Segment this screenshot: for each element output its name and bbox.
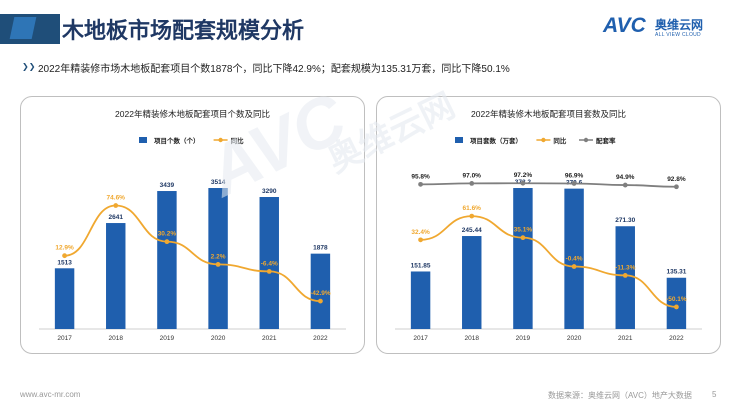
brand-logo: AVC 奥维云网 ALL VIEW CLOUD: [603, 14, 723, 44]
yoy-point: [674, 305, 679, 310]
yoy-label: 2.2%: [211, 253, 226, 260]
logo-en: ALL VIEW CLOUD: [655, 32, 701, 38]
bar-value-label: 3514: [211, 179, 226, 186]
rate-line: [421, 183, 677, 187]
legend-swatch-bar: [139, 137, 147, 143]
yoy-point: [216, 262, 221, 267]
rate-point: [623, 183, 628, 188]
yoy-label: -6.4%: [261, 260, 278, 267]
yoy-line: [65, 206, 321, 302]
rate-label: 97.2%: [514, 172, 533, 179]
page-title: 木地板市场配套规模分析: [62, 13, 304, 45]
legend-swatch-marker: [541, 138, 545, 142]
yoy-line: [421, 216, 677, 307]
yoy-point: [113, 203, 118, 208]
yoy-label: 12.9%: [55, 245, 74, 252]
yoy-point: [469, 214, 474, 219]
legend-entry: 同比: [231, 136, 245, 145]
yoy-point: [318, 299, 323, 304]
bar-value-label: 3290: [262, 188, 277, 195]
logo-brand: AVC: [603, 14, 646, 38]
rate-label: 97.0%: [463, 172, 482, 179]
double-chevron-right-icon: ❯❯: [22, 62, 35, 71]
bar: [462, 236, 481, 329]
footer-url: www.avc-mr.com: [20, 390, 80, 399]
bar: [667, 278, 686, 329]
yoy-label: -0.4%: [566, 256, 583, 263]
x-tick-label: 2020: [211, 335, 226, 342]
bar-value-label: 3439: [160, 182, 175, 189]
yoy-label: 30.2%: [158, 231, 177, 238]
bar: [157, 191, 176, 329]
bar-value-label: 151.85: [411, 262, 431, 269]
bar: [106, 223, 125, 329]
chart-title: 2022年精装修木地板配套项目个数及同比: [115, 109, 270, 119]
yoy-point: [418, 237, 423, 242]
x-tick-label: 2022: [669, 335, 684, 342]
bar: [55, 268, 74, 329]
legend-entry: 同比: [553, 136, 567, 145]
x-tick-label: 2019: [160, 335, 175, 342]
bar-value-label: 1878: [313, 245, 328, 252]
rate-label: 96.9%: [565, 172, 584, 179]
bar-value-label: 245.44: [462, 227, 482, 234]
bar: [513, 188, 532, 329]
legend-swatch-bar: [455, 137, 463, 143]
x-tick-label: 2021: [618, 335, 633, 342]
page-number: 5: [712, 390, 716, 399]
yoy-label: 32.4%: [411, 229, 430, 236]
bar-value-label: 271.30: [615, 217, 635, 224]
title-accent-icon: [10, 17, 37, 39]
yoy-label: -11.3%: [615, 264, 635, 271]
x-tick-label: 2019: [516, 335, 531, 342]
rate-point: [418, 182, 423, 187]
rate-point: [572, 181, 577, 186]
legend-swatch-marker: [218, 138, 222, 142]
legend-swatch-marker: [584, 138, 588, 142]
x-tick-label: 2017: [57, 335, 72, 342]
legend-entry: 项目个数（个）: [154, 136, 200, 145]
yoy-point: [623, 273, 628, 278]
x-tick-label: 2022: [313, 335, 328, 342]
chart-projects: 2022年精装修木地板配套项目个数及同比项目个数（个） 同比 1513 2017 264…: [21, 97, 364, 353]
yoy-point: [62, 253, 67, 258]
yoy-label: 35.1%: [514, 227, 533, 234]
x-tick-label: 2018: [465, 335, 480, 342]
bar-value-label: 1513: [57, 259, 72, 266]
bar: [411, 271, 430, 329]
yoy-label: 61.6%: [463, 205, 482, 212]
yoy-label: -42.9%: [310, 290, 331, 297]
rate-label: 92.8%: [667, 176, 686, 183]
x-tick-label: 2017: [413, 335, 428, 342]
summary-text: 2022年精装修市场木地板配套项目个数1878个，同比下降42.9%；配套规模为…: [38, 60, 510, 75]
legend-entry: 项目套数（万套）: [470, 136, 522, 145]
x-tick-label: 2021: [262, 335, 277, 342]
chart-title: 2022年精装修木地板配套项目套数及同比: [471, 109, 626, 119]
yoy-point: [521, 235, 526, 240]
rate-point: [469, 181, 474, 186]
x-tick-label: 2020: [567, 335, 582, 342]
yoy-point: [267, 269, 272, 274]
yoy-point: [572, 264, 577, 269]
yoy-label: -50.1%: [666, 296, 687, 303]
legend-entry: 配套率: [596, 136, 616, 145]
logo-cn: 奥维云网: [655, 16, 703, 33]
rate-point: [674, 184, 679, 189]
x-tick-label: 2018: [109, 335, 124, 342]
rate-label: 95.8%: [411, 173, 430, 180]
footer-source: 数据来源：奥维云网（AVC）地产大数据: [548, 390, 692, 401]
yoy-label: 74.6%: [107, 195, 126, 202]
rate-label: 94.9%: [616, 174, 635, 181]
bar-value-label: 135.31: [666, 269, 686, 276]
chart-card-projects: 2022年精装修木地板配套项目个数及同比项目个数（个） 同比 1513 2017 264…: [20, 96, 365, 354]
rate-point: [521, 181, 526, 186]
yoy-point: [165, 239, 170, 244]
bar-value-label: 2641: [109, 214, 124, 221]
